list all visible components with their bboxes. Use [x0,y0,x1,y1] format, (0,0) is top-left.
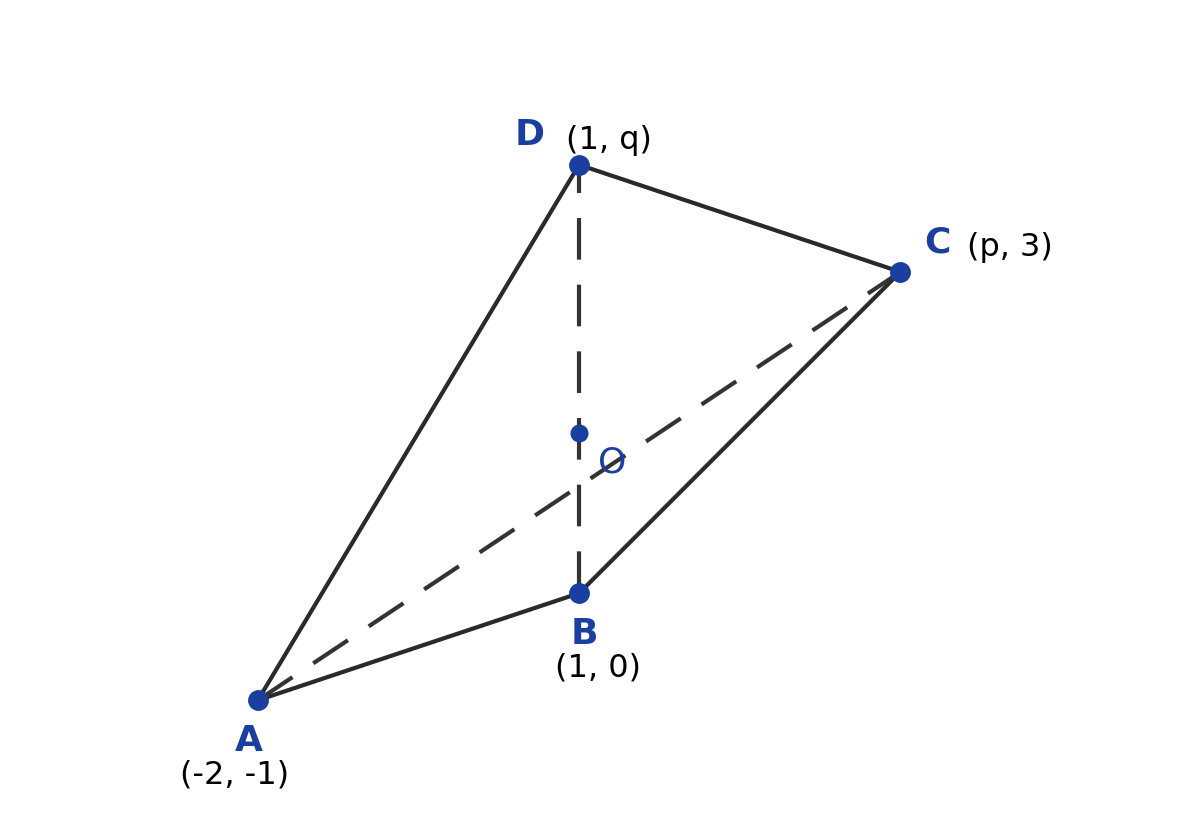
Text: (p, 3): (p, 3) [967,232,1052,263]
Text: C: C [924,225,950,259]
Text: (1, q): (1, q) [566,125,652,157]
Text: (-2, -1): (-2, -1) [180,759,288,791]
Text: (1, 0): (1, 0) [555,652,641,683]
Text: A: A [235,724,263,758]
Text: B: B [570,616,598,651]
Text: D: D [515,118,545,152]
Text: O: O [598,446,627,480]
